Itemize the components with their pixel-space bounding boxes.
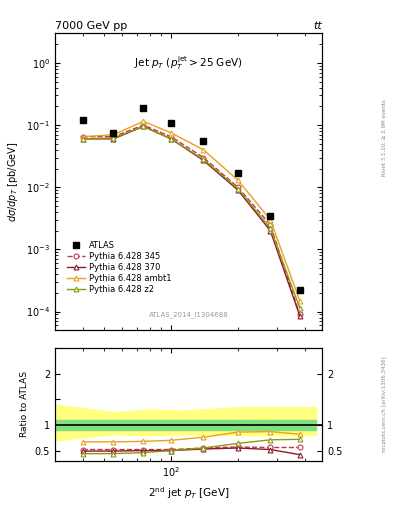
- Text: mcplots.cern.ch [arXiv:1306.3436]: mcplots.cern.ch [arXiv:1306.3436]: [382, 357, 387, 452]
- ATLAS: [111, 130, 116, 136]
- Line: Pythia 6.428 370: Pythia 6.428 370: [80, 124, 302, 318]
- Pythia 6.428 ambt1: [298, 297, 302, 304]
- Pythia 6.428 345: [169, 134, 173, 140]
- ATLAS: [81, 117, 85, 123]
- Text: Jet $p_T$ ($p_T^{\rm jet}$$>$25 GeV): Jet $p_T$ ($p_T^{\rm jet}$$>$25 GeV): [134, 54, 243, 72]
- Pythia 6.428 370: [111, 136, 116, 142]
- Pythia 6.428 ambt1: [268, 217, 273, 223]
- Pythia 6.428 370: [268, 228, 273, 234]
- X-axis label: 2$^{\rm nd}$ jet $p_T$ [GeV]: 2$^{\rm nd}$ jet $p_T$ [GeV]: [148, 485, 230, 501]
- Pythia 6.428 z2: [201, 156, 206, 162]
- Pythia 6.428 345: [81, 134, 85, 140]
- Pythia 6.428 z2: [235, 185, 240, 191]
- Text: 7000 GeV pp: 7000 GeV pp: [55, 20, 127, 31]
- ATLAS: [169, 119, 173, 125]
- Pythia 6.428 345: [111, 134, 116, 140]
- Pythia 6.428 345: [141, 122, 146, 128]
- Pythia 6.428 370: [141, 123, 146, 130]
- Pythia 6.428 z2: [81, 136, 85, 142]
- ATLAS: [235, 170, 240, 176]
- ATLAS: [201, 138, 206, 144]
- Pythia 6.428 ambt1: [111, 132, 116, 138]
- Text: ATLAS_2014_I1304688: ATLAS_2014_I1304688: [149, 312, 228, 318]
- Pythia 6.428 345: [201, 155, 206, 161]
- Text: tt: tt: [314, 20, 322, 31]
- Text: Rivet 3.1.10; ≥ 2.9M events: Rivet 3.1.10; ≥ 2.9M events: [382, 99, 387, 176]
- Line: Pythia 6.428 345: Pythia 6.428 345: [80, 123, 302, 317]
- Pythia 6.428 ambt1: [169, 130, 173, 136]
- Pythia 6.428 345: [298, 311, 302, 317]
- Pythia 6.428 z2: [141, 123, 146, 130]
- Pythia 6.428 370: [201, 157, 206, 163]
- Y-axis label: $d\sigma/dp_T$ [pb/GeV]: $d\sigma/dp_T$ [pb/GeV]: [6, 142, 20, 222]
- Pythia 6.428 z2: [298, 305, 302, 311]
- Pythia 6.428 ambt1: [235, 177, 240, 183]
- Line: Pythia 6.428 ambt1: Pythia 6.428 ambt1: [80, 119, 302, 303]
- Pythia 6.428 370: [81, 136, 85, 142]
- ATLAS: [141, 104, 146, 111]
- Pythia 6.428 z2: [169, 136, 173, 142]
- Pythia 6.428 ambt1: [141, 118, 146, 124]
- Pythia 6.428 z2: [268, 225, 273, 231]
- Pythia 6.428 370: [169, 136, 173, 142]
- Pythia 6.428 345: [268, 222, 273, 228]
- Line: ATLAS: ATLAS: [79, 104, 303, 294]
- Pythia 6.428 ambt1: [81, 134, 85, 140]
- Y-axis label: Ratio to ATLAS: Ratio to ATLAS: [20, 372, 29, 437]
- Pythia 6.428 370: [235, 187, 240, 193]
- Pythia 6.428 ambt1: [201, 147, 206, 153]
- Legend: ATLAS, Pythia 6.428 345, Pythia 6.428 370, Pythia 6.428 ambt1, Pythia 6.428 z2: ATLAS, Pythia 6.428 345, Pythia 6.428 37…: [64, 238, 174, 296]
- ATLAS: [268, 212, 273, 219]
- Pythia 6.428 345: [235, 184, 240, 190]
- Pythia 6.428 370: [298, 313, 302, 319]
- Line: Pythia 6.428 z2: Pythia 6.428 z2: [80, 124, 302, 310]
- ATLAS: [298, 287, 302, 293]
- Pythia 6.428 z2: [111, 135, 116, 141]
